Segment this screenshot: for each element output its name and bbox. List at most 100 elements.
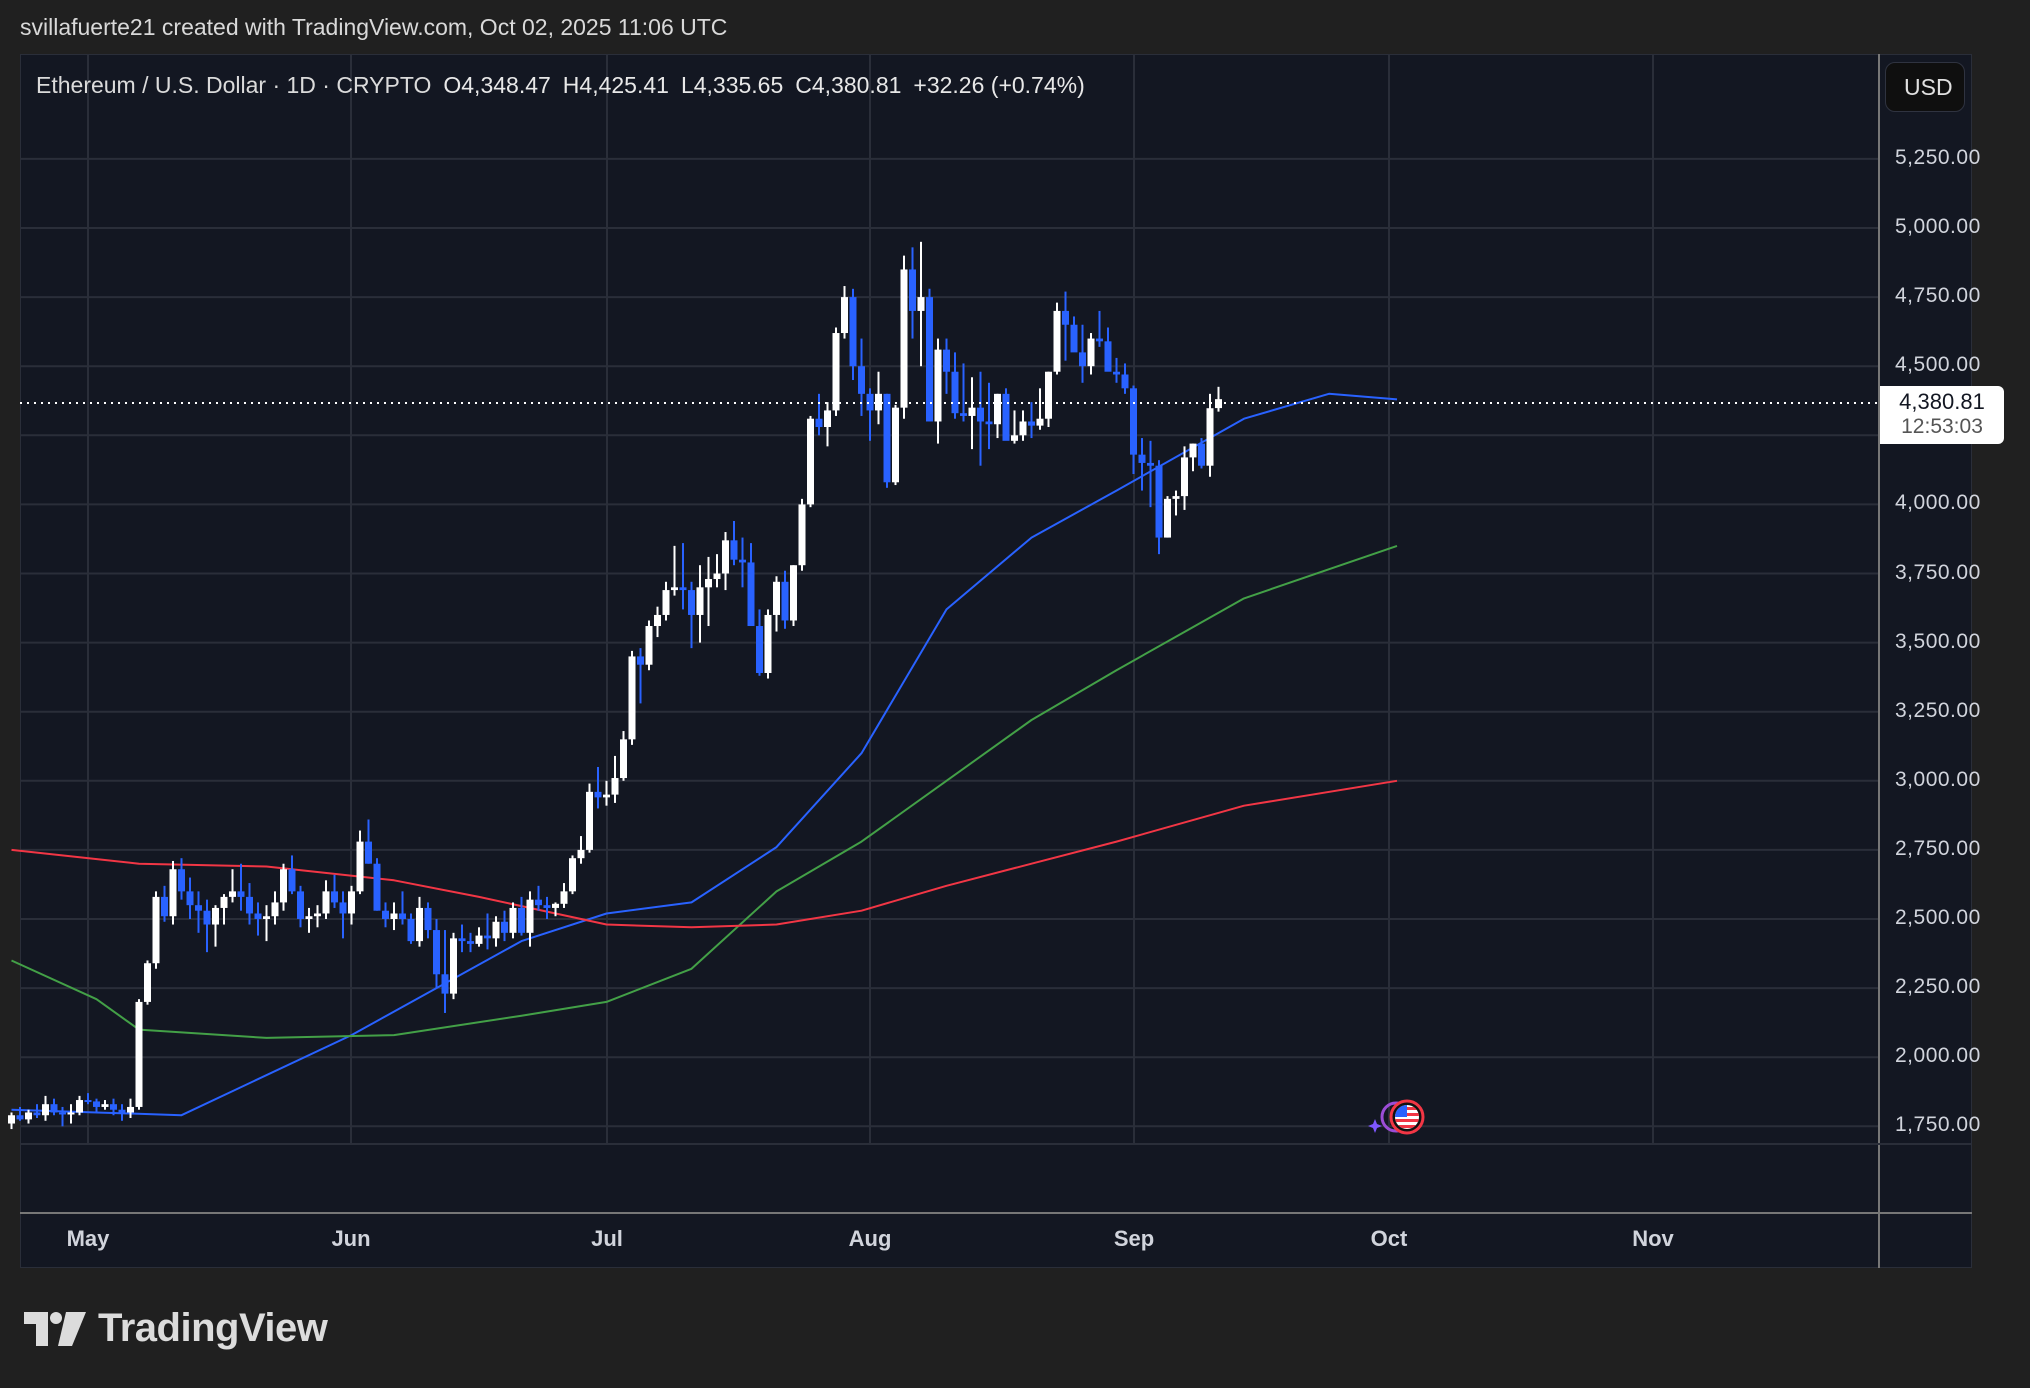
candle — [662, 581, 670, 621]
current-price-tag: 4,380.81 12:53:03 — [1880, 386, 2004, 444]
candle — [195, 891, 202, 933]
candle — [416, 896, 423, 947]
candle — [968, 377, 976, 450]
candle — [824, 402, 831, 447]
close-value: C4,380.81 — [795, 72, 902, 98]
candle — [900, 255, 908, 419]
candle — [654, 606, 661, 638]
price-axis-label: 3,000.00 — [1895, 767, 1981, 791]
candle — [1036, 388, 1044, 430]
candle — [883, 393, 891, 488]
candle — [348, 885, 355, 925]
candle — [832, 327, 840, 416]
price-axis-label: 4,750.00 — [1895, 284, 1981, 308]
candle — [620, 731, 627, 781]
candle — [42, 1095, 49, 1121]
candle — [1155, 460, 1163, 555]
time-axis-label: Jul — [591, 1226, 623, 1251]
candle — [1079, 324, 1086, 383]
price-axis-label: 4,000.00 — [1895, 491, 1981, 515]
symbol-name: Ethereum / U.S. Dollar · 1D · CRYPTO — [36, 72, 432, 98]
candle — [1138, 438, 1146, 491]
candle — [637, 648, 644, 704]
candle — [815, 393, 823, 436]
candle — [25, 1109, 32, 1124]
tradingview-logo-icon — [24, 1311, 86, 1346]
candle — [611, 755, 619, 803]
price-axis-label: 2,500.00 — [1895, 906, 1981, 929]
candle — [237, 863, 245, 911]
candle — [1002, 388, 1010, 441]
candle — [875, 371, 882, 425]
candle — [943, 338, 950, 394]
change-value: +32.26 (+0.74%) — [913, 72, 1085, 98]
candle — [994, 393, 1001, 439]
candle — [229, 869, 236, 903]
candle — [501, 910, 508, 942]
candle — [756, 609, 763, 676]
candle — [1028, 402, 1035, 439]
candle — [84, 1093, 92, 1105]
candle — [1198, 438, 1205, 469]
tradingview-logo[interactable]: TradingView — [24, 1306, 328, 1351]
candle — [586, 783, 593, 853]
candle — [560, 883, 568, 908]
candle — [390, 902, 398, 931]
candle — [186, 877, 194, 919]
candle — [407, 913, 415, 944]
candle — [569, 855, 576, 895]
moving-average-line — [11, 779, 1398, 929]
candle — [526, 891, 534, 947]
candle — [926, 288, 933, 422]
candle — [679, 543, 687, 610]
candle — [790, 565, 797, 627]
candle — [543, 896, 551, 919]
us-economic-event-icon[interactable] — [1366, 1097, 1426, 1137]
candle — [305, 907, 313, 933]
currency-button[interactable]: USD — [1885, 62, 1965, 112]
candle — [1045, 371, 1052, 428]
candle — [1130, 385, 1137, 474]
candle — [492, 916, 500, 947]
candle — [688, 581, 695, 649]
candle — [220, 894, 228, 925]
candle — [59, 1106, 66, 1127]
price-axis-label: 2,000.00 — [1895, 1044, 1981, 1068]
candle — [110, 1098, 117, 1116]
candle — [424, 902, 432, 939]
candle — [705, 556, 712, 627]
candle — [985, 382, 993, 450]
candle — [365, 819, 372, 864]
candle — [1147, 440, 1154, 508]
candle — [263, 905, 270, 942]
candle — [1104, 327, 1112, 372]
candle — [118, 1104, 126, 1121]
candle — [135, 999, 143, 1110]
candle — [101, 1100, 109, 1110]
candle — [1019, 410, 1027, 441]
candle — [33, 1104, 41, 1119]
candle — [212, 905, 219, 947]
candle — [552, 902, 559, 917]
candle — [849, 288, 857, 381]
candle — [909, 247, 916, 339]
candle — [917, 241, 925, 367]
candle — [484, 913, 491, 950]
price-axis-label: 4,500.00 — [1895, 353, 1981, 377]
candle — [178, 858, 185, 900]
candle — [866, 388, 874, 441]
candle — [1096, 310, 1103, 347]
time-axis-label: Jun — [331, 1226, 371, 1251]
candle — [645, 620, 653, 671]
candle — [1011, 410, 1018, 444]
price-axis-label: 5,000.00 — [1895, 215, 1981, 238]
candle — [450, 932, 457, 1000]
candles — [8, 241, 1222, 1130]
candle — [280, 863, 287, 911]
candle — [246, 883, 253, 925]
candle — [1062, 291, 1069, 361]
candle — [1181, 446, 1188, 510]
chart-panel[interactable] — [20, 54, 1972, 1268]
price-axis-label: 3,750.00 — [1895, 560, 1981, 584]
